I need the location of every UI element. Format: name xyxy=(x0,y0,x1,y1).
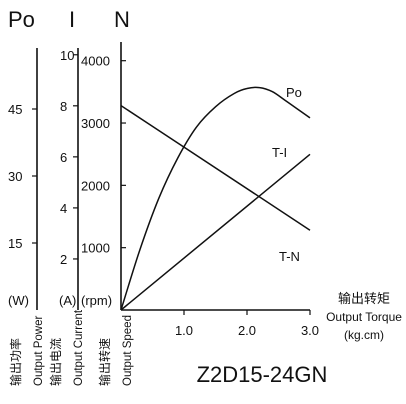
series-label-t-i: T-I xyxy=(272,145,287,160)
x-tick-label: 3.0 xyxy=(301,323,319,338)
power-axis-header: Po xyxy=(8,7,35,32)
speed-axis-title: 输出转速 Output Speed xyxy=(97,315,134,386)
speed-tick-label: 2000 xyxy=(81,178,110,193)
speed-axis-title-en: Output Speed xyxy=(122,315,134,386)
current-tick-label: 10 xyxy=(60,48,74,63)
power-unit: (W) xyxy=(8,293,29,308)
speed-ticks: 1000 2000 3000 4000 xyxy=(81,54,126,256)
power-axis-title-cn: 输出功率 xyxy=(8,338,23,386)
series-po xyxy=(120,86,311,311)
speed-unit: (rpm) xyxy=(81,293,112,308)
current-tick-label: 2 xyxy=(60,252,67,267)
current-ticks: 2 4 6 8 10 xyxy=(60,48,78,267)
series-t-n xyxy=(120,104,311,231)
series-label-t-n: T-N xyxy=(279,249,300,264)
power-tick-label: 45 xyxy=(8,102,22,117)
series-curves xyxy=(120,86,311,311)
power-ticks: 15 30 45 xyxy=(8,102,37,251)
current-tick-label: 4 xyxy=(60,201,67,216)
speed-tick-label: 1000 xyxy=(81,241,110,256)
model-number: Z2D15-24GN xyxy=(197,362,328,387)
speed-tick-label: 4000 xyxy=(81,54,110,69)
x-tick-label: 2.0 xyxy=(238,323,256,338)
speed-axis-header: N xyxy=(114,7,130,32)
x-axis-unit: (kg.cm) xyxy=(344,328,384,342)
speed-tick-label: 3000 xyxy=(81,116,110,131)
series-t-i xyxy=(120,153,311,311)
power-axis-title: 输出功率 Output Power xyxy=(8,316,45,386)
x-axis-title-en: Output Torque xyxy=(326,310,402,324)
current-axis-header: I xyxy=(69,7,75,32)
x-tick-label: 1.0 xyxy=(175,323,193,338)
power-tick-label: 15 xyxy=(8,236,22,251)
current-axis-title-cn: 输出电流 xyxy=(48,338,63,386)
series-label-po: Po xyxy=(286,85,302,100)
speed-axis-title-cn: 输出转速 xyxy=(97,338,112,386)
power-axis-title-en: Output Power xyxy=(33,316,45,386)
current-axis-title-en: Output Current xyxy=(73,309,85,386)
current-tick-label: 6 xyxy=(60,150,67,165)
current-tick-label: 8 xyxy=(60,99,67,114)
current-axis-title: 输出电流 Output Current xyxy=(48,309,85,386)
x-axis-title-cn: 输出转矩 xyxy=(338,291,390,306)
current-unit: (A) xyxy=(59,293,76,308)
power-tick-label: 30 xyxy=(8,169,22,184)
x-ticks: 1.0 2.0 3.0 xyxy=(175,310,319,338)
